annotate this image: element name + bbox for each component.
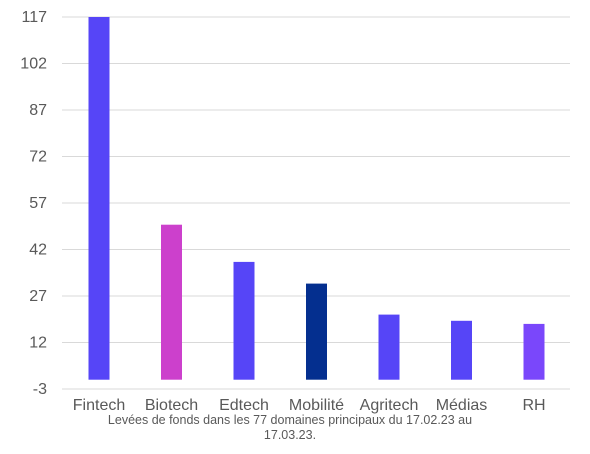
y-tick-label: 57 — [29, 195, 47, 212]
y-tick-label: -3 — [33, 381, 47, 398]
chart-caption: Levées de fonds dans les 77 domaines pri… — [90, 413, 490, 443]
y-tick-label: 117 — [21, 9, 47, 26]
bar-médias — [451, 320, 472, 380]
bar-fintech — [88, 17, 110, 380]
gridlines — [62, 16, 570, 390]
caption-line-1: Levées de fonds dans les 77 domaines pri… — [107, 413, 473, 427]
bar-mobilité — [306, 283, 327, 380]
x-tick-label: Biotech — [145, 397, 198, 414]
y-tick-label: 102 — [20, 56, 47, 73]
x-tick-label: Médias — [436, 397, 488, 414]
bar-rh — [523, 323, 545, 380]
bars — [88, 17, 545, 380]
bar-biotech — [161, 224, 182, 380]
bar-agritech — [378, 314, 400, 380]
x-tick-label: Fintech — [73, 397, 125, 414]
y-tick-label: 72 — [29, 149, 47, 166]
x-tick-label: Edtech — [219, 397, 269, 414]
caption-line-2: 17.03.23. — [263, 428, 317, 442]
y-tick-label: 87 — [29, 102, 47, 119]
bar-edtech — [233, 261, 255, 380]
y-tick-label: 42 — [29, 242, 47, 259]
y-axis-ticks: 117 102 87 72 57 42 27 12 -3 — [20, 9, 47, 398]
x-tick-label: RH — [522, 397, 545, 414]
x-tick-label: Mobilité — [289, 397, 344, 414]
y-tick-label: 12 — [29, 335, 47, 352]
x-axis-labels: Fintech Biotech Edtech Mobilité Agritech Médi… — [73, 397, 546, 414]
y-tick-label: 27 — [29, 288, 47, 305]
x-tick-label: Agritech — [360, 397, 419, 414]
